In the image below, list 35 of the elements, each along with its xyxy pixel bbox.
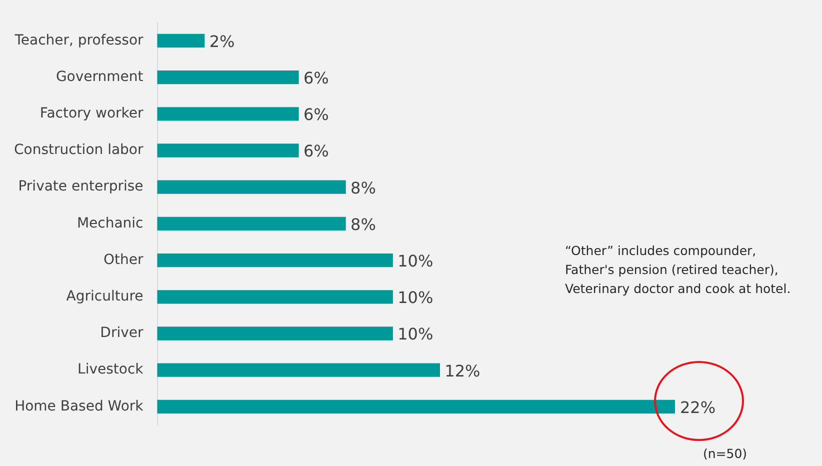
data-label: 8% [350, 214, 376, 234]
y-tick-label: Construction labor [14, 142, 144, 158]
y-tick-label: Government [56, 68, 144, 85]
bar [157, 400, 675, 414]
bar [157, 290, 393, 304]
data-label: 12% [444, 361, 480, 380]
data-label: 6% [303, 142, 329, 161]
data-label: 2% [209, 32, 235, 51]
y-tick-label: Driver [100, 325, 144, 342]
bar [157, 216, 346, 231]
y-tick-label: Mechanic [76, 215, 144, 232]
data-label: 8% [350, 178, 376, 198]
y-tick-label: Livestock [78, 362, 144, 378]
bar [157, 180, 346, 194]
bar [157, 326, 393, 340]
bar [157, 70, 299, 84]
bar [157, 363, 440, 377]
data-label: 22% [680, 398, 716, 417]
bar [157, 107, 299, 121]
data-label: 6% [303, 105, 329, 124]
y-tick-label: Home Based Work [14, 398, 144, 414]
bar [157, 253, 393, 268]
y-tick-label: Factory worker [40, 106, 144, 122]
data-label: 10% [398, 288, 434, 308]
data-label: 10% [398, 324, 434, 344]
y-tick-label: Agriculture [66, 288, 144, 305]
data-label: 10% [398, 251, 434, 270]
bar [157, 144, 299, 158]
y-tick-label: Other [104, 252, 144, 268]
bar [157, 34, 205, 48]
annotation: “Other” includes compounder, Father's pension (retired teacher), Veterinary doctor and cook at hotel. [565, 242, 792, 298]
text: (n=50) [703, 445, 748, 463]
data-label: 6% [303, 68, 329, 88]
y-tick-label: Teacher, professor [14, 32, 144, 48]
y-tick-label: Private enterprise [18, 178, 144, 195]
